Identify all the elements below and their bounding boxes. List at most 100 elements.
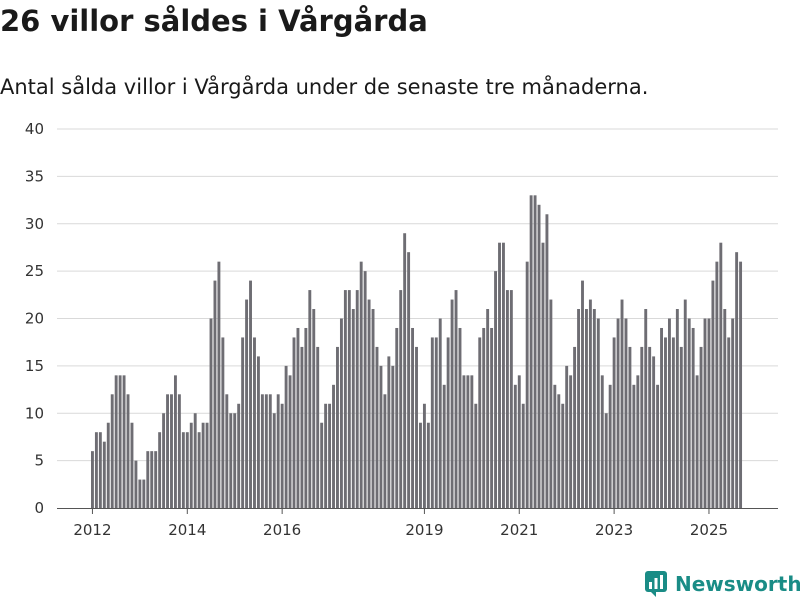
bar	[731, 318, 735, 508]
bar	[233, 413, 237, 508]
bar	[541, 242, 545, 508]
bar	[205, 422, 209, 508]
bar	[296, 327, 300, 508]
bar	[640, 346, 644, 508]
bar	[122, 375, 126, 508]
bar	[300, 346, 304, 508]
bar	[260, 394, 264, 508]
bar	[509, 290, 513, 508]
bar	[675, 309, 679, 508]
bar	[604, 413, 608, 508]
bar	[656, 384, 660, 508]
bar	[545, 214, 549, 508]
bar	[671, 337, 675, 508]
bar	[707, 318, 711, 508]
bar	[276, 394, 280, 508]
chart-subtitle: Antal sålda villor i Vårgårda under de s…	[0, 75, 649, 99]
bar	[280, 403, 284, 508]
bar	[272, 413, 276, 508]
bar	[225, 394, 229, 508]
bar	[419, 422, 422, 508]
bar	[691, 327, 695, 508]
bar	[130, 422, 134, 508]
bar	[470, 375, 474, 508]
bar	[565, 365, 569, 509]
bar	[181, 432, 185, 508]
bar	[608, 384, 612, 508]
bar	[126, 394, 130, 508]
bar	[347, 290, 351, 508]
bar	[288, 375, 292, 508]
bar	[363, 271, 367, 509]
x-tick-label: 2025	[690, 521, 728, 539]
bars	[91, 195, 743, 509]
bar	[367, 299, 371, 508]
bar	[703, 318, 707, 508]
bar	[537, 204, 541, 509]
bar	[106, 422, 110, 508]
bar	[221, 337, 225, 508]
y-tick-label: 20	[25, 310, 44, 328]
bar	[422, 403, 426, 508]
bar	[114, 375, 118, 508]
bar	[513, 384, 517, 508]
bar	[628, 346, 632, 508]
bar	[727, 337, 731, 508]
bar	[723, 309, 727, 508]
bar	[245, 299, 249, 508]
bar	[173, 375, 177, 508]
bar	[177, 394, 181, 508]
bar	[308, 290, 312, 508]
bar	[735, 252, 739, 508]
bar	[264, 394, 268, 508]
bar	[474, 403, 478, 508]
bar	[529, 195, 533, 508]
bar	[533, 195, 537, 508]
y-tick-label: 30	[25, 215, 44, 233]
bar	[715, 261, 719, 508]
bar	[442, 384, 446, 508]
bar	[328, 403, 332, 508]
bar	[351, 309, 355, 508]
bar	[268, 394, 272, 508]
bar	[403, 233, 407, 509]
x-tick-label: 2021	[500, 521, 538, 539]
bar	[434, 337, 438, 508]
bar	[237, 403, 241, 508]
bar	[142, 479, 146, 508]
bar	[154, 451, 158, 508]
bar	[241, 337, 245, 508]
bar	[588, 299, 592, 508]
bar	[336, 346, 339, 508]
x-tick-label: 2023	[595, 521, 633, 539]
bar	[102, 441, 106, 508]
bar	[430, 337, 434, 508]
y-tick-label: 15	[25, 357, 44, 375]
bar	[683, 299, 687, 508]
bar	[383, 394, 387, 508]
bar	[375, 346, 379, 508]
x-tick-label: 2016	[263, 521, 301, 539]
bar	[648, 346, 652, 508]
bar	[525, 261, 529, 508]
bar	[660, 327, 663, 508]
newsworthy-logo[interactable]: Newsworthy	[645, 570, 800, 598]
bar	[664, 337, 667, 508]
bar	[561, 403, 565, 508]
bar	[324, 403, 328, 508]
bar	[229, 413, 233, 508]
bar	[466, 375, 470, 508]
bar	[166, 394, 169, 508]
bar	[482, 327, 486, 508]
bar	[146, 451, 150, 508]
bar	[355, 290, 359, 508]
bar	[292, 337, 296, 508]
bar	[454, 290, 458, 508]
bar	[162, 413, 166, 508]
bar	[687, 318, 691, 508]
bar	[636, 375, 640, 508]
brand-name: Newsworthy	[675, 572, 800, 596]
bar	[490, 327, 494, 508]
bar	[458, 327, 462, 508]
bar	[438, 318, 442, 508]
